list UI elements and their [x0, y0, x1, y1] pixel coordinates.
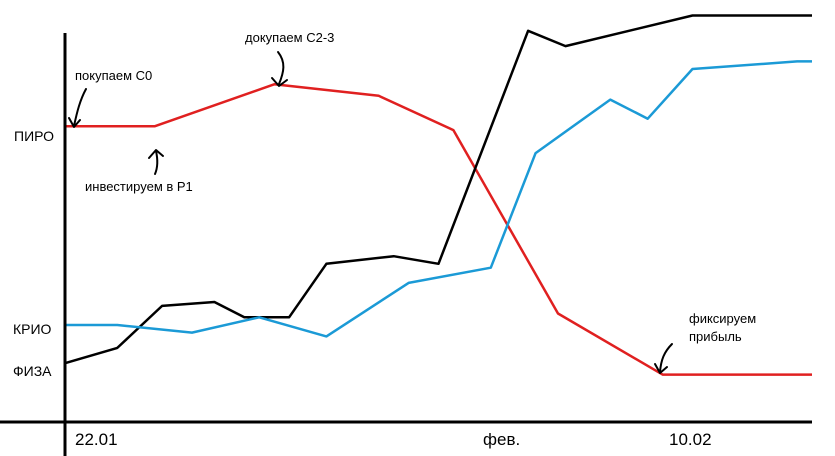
annotation-label: инвестируем в Р1 [85, 179, 193, 194]
x-tick-label: 10.02 [669, 430, 712, 449]
annotation-arrow-icon [654, 343, 673, 374]
series-line [64, 14, 812, 365]
y-tick-label: КРИО [13, 321, 52, 337]
series-line [65, 60, 812, 338]
series-line [65, 83, 812, 376]
annotation-arrow-icon [68, 88, 87, 128]
annotation-label: докупаем С2-3 [245, 30, 334, 45]
annotation-label: покупаем С0 [75, 68, 152, 83]
x-tick-label: 22.01 [75, 430, 118, 449]
y-tick-label: ПИРО [14, 128, 54, 144]
annotation-label: фиксируем [689, 311, 756, 326]
series-layer [64, 14, 812, 376]
annotation-arrow-icon [271, 51, 288, 87]
x-tick-label: фев. [483, 430, 520, 449]
y-tick-label: ФИЗА [13, 363, 52, 379]
annotation-arrow-icon [148, 149, 164, 175]
annotation-label: прибыль [689, 329, 742, 344]
